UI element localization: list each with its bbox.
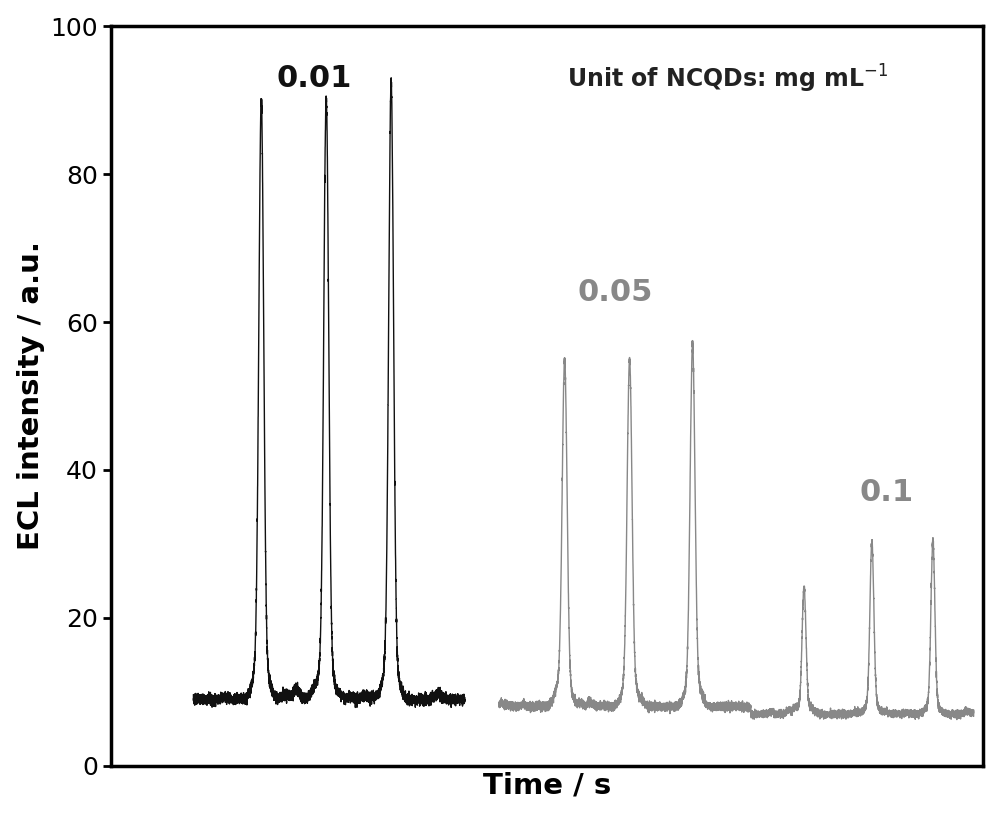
Text: Unit of NCQDs: mg mL$^{-1}$: Unit of NCQDs: mg mL$^{-1}$: [567, 63, 888, 95]
Text: 0.05: 0.05: [577, 278, 653, 307]
X-axis label: Time / s: Time / s: [483, 771, 611, 800]
Text: 0.1: 0.1: [859, 478, 913, 507]
Text: 0.01: 0.01: [277, 64, 352, 93]
Y-axis label: ECL intensity / a.u.: ECL intensity / a.u.: [17, 242, 45, 551]
